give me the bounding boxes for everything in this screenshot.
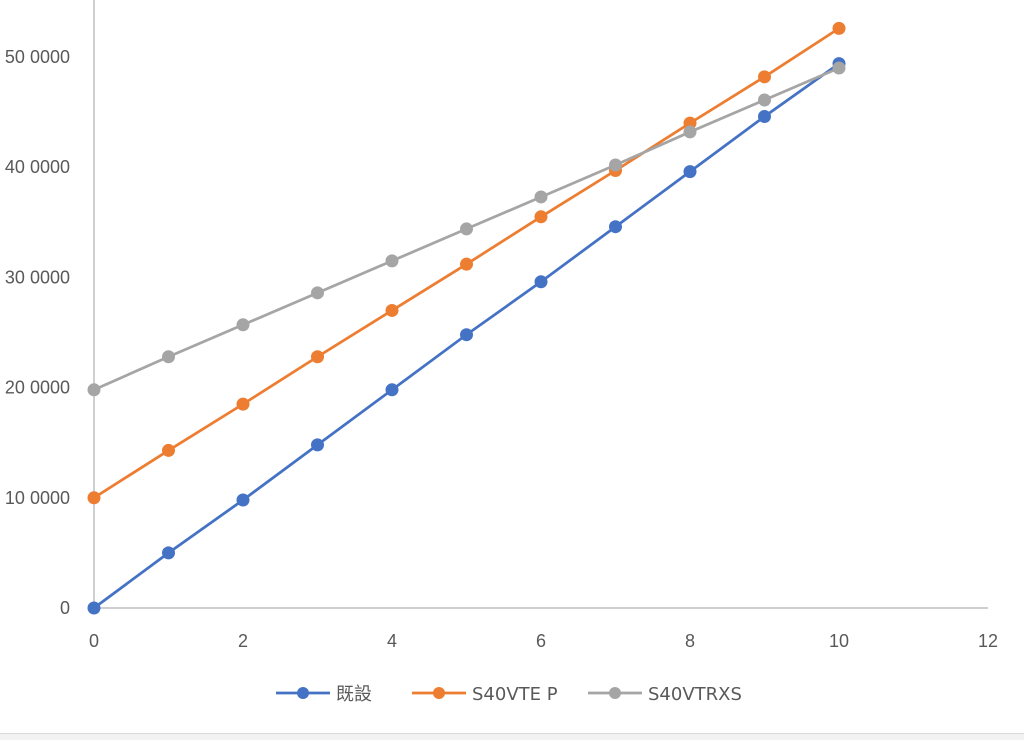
data-point (609, 158, 622, 172)
data-point (534, 275, 548, 289)
legend-item: S40VTRXS (588, 684, 742, 705)
data-point (832, 21, 846, 35)
series-3 (87, 61, 846, 397)
legend-marker (433, 687, 445, 699)
legend-label: 既設 (336, 684, 372, 705)
y-tick-label: 40 0000 (5, 157, 70, 177)
legend-marker (297, 687, 309, 699)
data-point (162, 443, 175, 457)
data-point (758, 110, 771, 124)
series-layer (87, 21, 846, 615)
data-point (758, 70, 771, 84)
x-tick-label: 8 (685, 631, 695, 651)
y-axis-tick-labels: 0 10 0000 20 0000 30 0000 40 0000 50 0000 (5, 47, 70, 618)
series-2 (87, 21, 846, 505)
data-point (87, 383, 101, 397)
y-tick-label: 50 0000 (5, 47, 70, 67)
legend-item: S40VTE P (412, 684, 558, 705)
x-tick-label: 10 (829, 631, 849, 651)
x-tick-label: 6 (536, 631, 546, 651)
data-point (460, 222, 473, 236)
data-point (87, 601, 101, 615)
x-tick-label: 12 (978, 631, 998, 651)
data-point (236, 397, 250, 411)
x-tick-label: 4 (387, 631, 397, 651)
data-point (87, 491, 101, 505)
legend-item: 既設 (276, 684, 372, 705)
legend-label: S40VTRXS (648, 684, 742, 705)
data-point (758, 93, 771, 107)
data-point (460, 328, 473, 342)
x-tick-label: 2 (238, 631, 248, 651)
data-point (311, 286, 324, 300)
data-point (534, 210, 548, 224)
data-point (832, 61, 846, 75)
data-point (311, 350, 324, 364)
x-tick-label: 0 (89, 631, 99, 651)
data-point (460, 257, 473, 271)
data-point (385, 303, 399, 317)
y-tick-label: 20 0000 (5, 378, 70, 398)
data-point (311, 438, 324, 452)
legend-marker (609, 687, 621, 699)
data-point (162, 350, 175, 364)
y-tick-label: 30 0000 (5, 267, 70, 287)
data-point (162, 546, 175, 560)
data-point (236, 318, 250, 332)
data-point (683, 165, 697, 179)
window-bottom-strip (0, 733, 1024, 740)
legend: 既設 S40VTE P S40VTRXS (276, 684, 742, 705)
y-tick-label: 10 0000 (5, 488, 70, 508)
data-point (385, 383, 399, 397)
data-point (236, 493, 250, 507)
x-axis-tick-labels: 0 2 4 6 8 10 12 (89, 631, 998, 651)
legend-label: S40VTE P (472, 684, 558, 705)
data-point (385, 254, 399, 268)
y-tick-label: 0 (60, 598, 70, 618)
data-point (534, 190, 548, 204)
series-1 (87, 57, 846, 615)
data-point (609, 220, 622, 234)
data-point (683, 125, 697, 139)
